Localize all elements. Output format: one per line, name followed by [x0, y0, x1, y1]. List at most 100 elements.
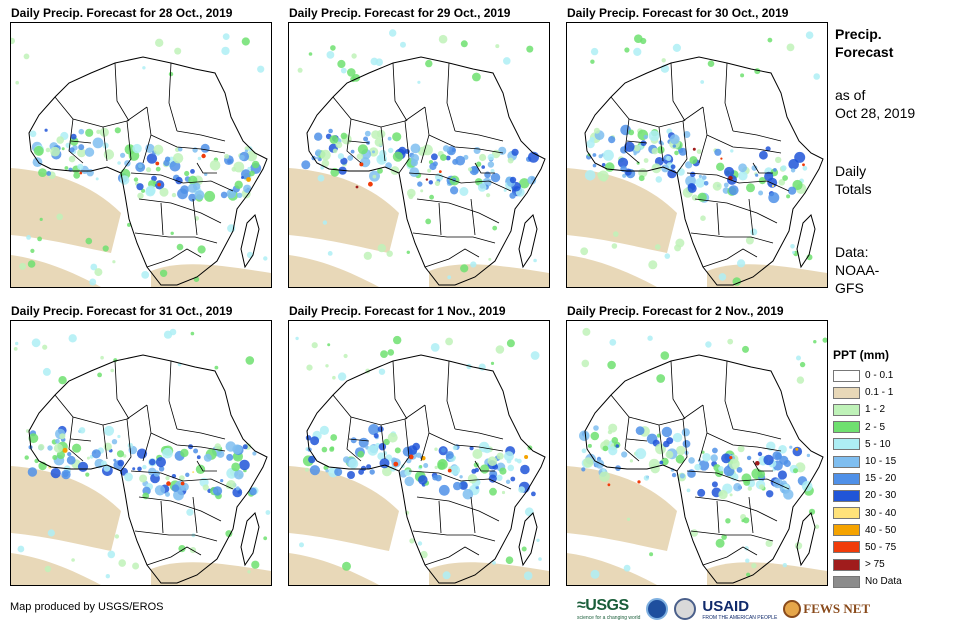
country-border: [698, 106, 708, 164]
rain-cell: [64, 166, 69, 170]
rain-cell: [153, 470, 160, 477]
rain-cell: [308, 455, 316, 464]
rain-cell: [666, 155, 672, 161]
rain-cell: [29, 130, 37, 138]
country-border: [424, 248, 480, 268]
legend-swatch: [833, 386, 860, 399]
rain-cell: [626, 517, 631, 521]
rain-cell: [488, 257, 492, 261]
rain-cell: [222, 33, 230, 40]
map-panel-4: Daily Precip. Forecast for 31 Oct., 2019: [10, 304, 272, 586]
rain-cell: [197, 156, 202, 161]
rain-cell: [159, 187, 169, 197]
rain-cell: [664, 253, 671, 259]
country-border: [392, 360, 408, 420]
rain-cell: [723, 182, 729, 188]
sidebar-data-line3: GFS: [835, 280, 864, 296]
rain-cell: [172, 153, 184, 164]
rain-cell: [406, 250, 410, 254]
rain-cell: [453, 481, 462, 491]
rain-cell: [590, 47, 599, 56]
rain-cell: [450, 186, 459, 195]
rain-cell: [670, 164, 676, 170]
country-border: [130, 172, 234, 192]
rain-cell: [595, 459, 605, 469]
rain-cell: [635, 426, 645, 435]
rain-cell: [621, 451, 628, 458]
country-border: [102, 424, 108, 460]
rain-cell: [655, 176, 663, 183]
rain-cell: [246, 150, 258, 162]
map-panel-3: Daily Precip. Forecast for 30 Oct., 2019: [566, 6, 828, 288]
map-canvas: [289, 335, 549, 585]
heavy-rain-cell: [720, 157, 723, 160]
rain-cell: [738, 163, 747, 173]
country-border: [438, 500, 442, 534]
rain-cell: [490, 172, 501, 183]
rain-cell: [775, 156, 782, 164]
legend-label: 2 - 5: [865, 421, 886, 433]
country-border: [168, 62, 178, 132]
rain-cell: [582, 327, 591, 336]
rain-cell: [697, 488, 706, 497]
legend-rows: 0 - 0.1 0.1 - 1 1 - 2 2 - 5 5 - 10 10 - 15 15 …: [833, 367, 953, 590]
country-border: [346, 118, 362, 164]
rain-cell: [24, 455, 29, 460]
rain-cell: [778, 445, 787, 454]
rain-cell: [89, 278, 97, 286]
rain-cell: [647, 335, 653, 341]
rain-cell: [68, 155, 76, 163]
rain-cell: [169, 328, 177, 336]
rain-cell: [813, 73, 820, 80]
rain-cell: [265, 510, 271, 515]
rain-cell: [306, 364, 313, 371]
rain-cell: [390, 166, 400, 175]
rain-cell: [347, 471, 355, 479]
legend-swatch: [833, 558, 860, 571]
coastline: [28, 56, 268, 286]
country-border: [732, 130, 782, 142]
rain-cell: [103, 465, 111, 472]
rain-cell: [118, 559, 126, 567]
rain-cell: [510, 476, 516, 482]
country-border: [68, 118, 84, 164]
rain-cell: [186, 508, 194, 516]
map-canvas: [11, 328, 271, 585]
rain-cell: [440, 154, 447, 161]
rain-cell: [103, 425, 115, 436]
rain-cell: [394, 447, 401, 454]
country-border: [420, 404, 430, 462]
country-border: [348, 140, 370, 144]
rain-cell: [445, 155, 451, 161]
rain-cell: [46, 171, 52, 176]
rain-cell: [751, 563, 757, 569]
precip-map: [10, 320, 272, 586]
legend-label: 5 - 10: [865, 438, 891, 450]
rain-cell: [377, 243, 386, 253]
legend-swatch: [833, 421, 860, 434]
madagascar-outline: [518, 214, 538, 269]
rain-cell: [314, 132, 323, 141]
rain-cell: [61, 469, 71, 480]
rain-cell: [681, 428, 690, 437]
rain-cell: [350, 437, 357, 444]
rain-cell: [78, 144, 85, 151]
rain-cell: [445, 451, 454, 460]
rain-cell: [342, 561, 351, 571]
rain-cell: [47, 445, 53, 451]
rain-cell: [782, 175, 788, 181]
rain-cell: [746, 455, 752, 461]
rain-cell: [665, 450, 674, 459]
country-border: [724, 62, 734, 132]
rain-cell: [649, 552, 654, 557]
rain-cell: [728, 185, 739, 196]
precip-map: [288, 22, 550, 288]
legend-label: 10 - 15: [865, 456, 897, 468]
rain-cell: [383, 451, 388, 456]
rain-cell: [337, 59, 346, 69]
rain-cell: [27, 260, 36, 268]
rain-cell: [533, 258, 537, 263]
rain-cell: [162, 447, 173, 459]
country-border: [114, 360, 130, 420]
country-border: [346, 416, 362, 462]
